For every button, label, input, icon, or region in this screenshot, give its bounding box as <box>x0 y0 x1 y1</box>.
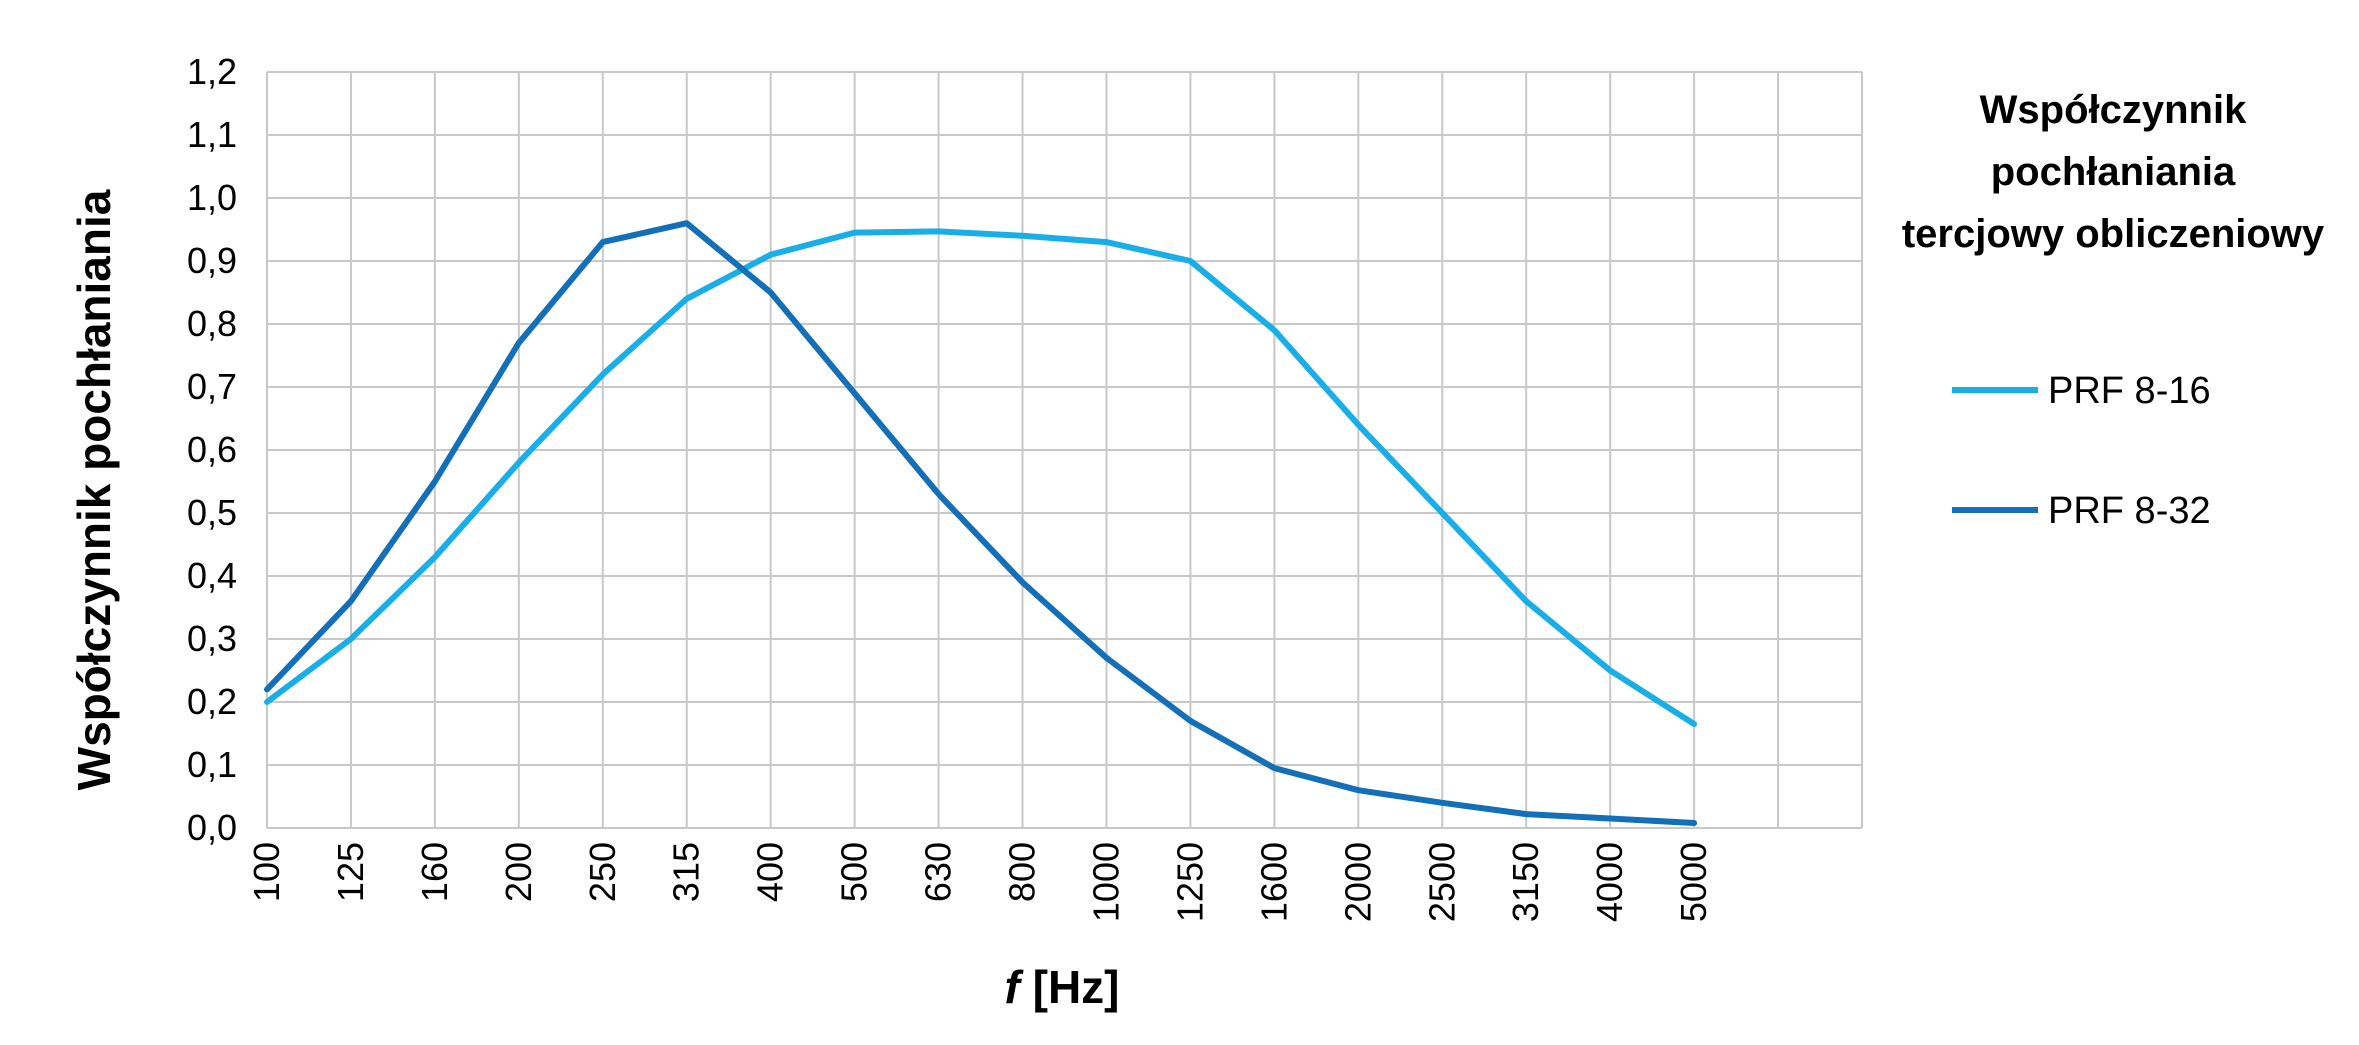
data-point <box>768 252 773 257</box>
data-point <box>1692 722 1697 727</box>
series-lines <box>264 220 1698 826</box>
x-tick-label: 500 <box>834 842 875 902</box>
data-point <box>1020 233 1025 238</box>
x-tick-label: 125 <box>330 842 371 902</box>
data-point <box>1440 511 1445 515</box>
data-point <box>1524 599 1529 604</box>
data-point <box>348 599 353 604</box>
data-point <box>852 230 857 235</box>
data-point <box>768 290 773 295</box>
y-tick-label: 1,2 <box>187 51 237 92</box>
series-line-2 <box>264 220 1698 826</box>
x-tick-label: 100 <box>246 842 287 902</box>
y-tick-label: 0,9 <box>187 240 237 281</box>
legend: Współczynnik pochłaniania tercjowy oblic… <box>1902 88 2325 532</box>
data-point <box>432 479 437 484</box>
data-point <box>684 221 689 226</box>
x-tick-label: 160 <box>414 842 455 902</box>
data-point <box>1608 668 1613 673</box>
legend-title-line-3: tercjowy obliczeniowy <box>1902 212 2325 256</box>
x-tick-label: 800 <box>1002 842 1043 902</box>
x-axis-label-unit: [Hz] <box>1020 961 1120 1013</box>
data-point <box>600 240 605 245</box>
data-point <box>432 555 437 560</box>
data-point <box>1608 816 1613 821</box>
data-point <box>1440 800 1445 805</box>
data-point <box>684 296 689 301</box>
y-tick-label: 0,3 <box>187 618 237 659</box>
data-point <box>1356 422 1361 427</box>
y-tick-label: 0,0 <box>187 807 237 848</box>
grid-lines <box>266 71 1863 829</box>
x-tick-label: 2500 <box>1421 842 1462 922</box>
data-point <box>936 492 941 497</box>
data-point <box>516 340 521 345</box>
x-tick-label: 1000 <box>1085 842 1126 922</box>
y-tick-label: 1,1 <box>187 114 237 155</box>
data-point <box>936 229 941 234</box>
x-tick-label: 200 <box>498 842 539 902</box>
y-tick-labels: 0,0 0,1 0,2 0,3 0,4 0,5 0,6 0,7 0,8 0,9 1,0 1,1 1,2 <box>187 51 237 848</box>
x-tick-label: 1250 <box>1169 842 1210 922</box>
y-tick-label: 1,0 <box>187 177 237 218</box>
x-tick-label: 3150 <box>1505 842 1546 922</box>
legend-title-line-1: Współczynnik <box>1980 88 2247 132</box>
data-point <box>1692 820 1697 825</box>
data-point <box>1272 766 1277 771</box>
x-tick-label: 250 <box>582 842 623 902</box>
y-tick-label: 0,2 <box>187 681 237 722</box>
y-tick-label: 0,4 <box>187 555 237 596</box>
x-tick-label: 4000 <box>1589 842 1630 922</box>
x-tick-label: 315 <box>666 842 707 902</box>
data-point <box>1104 655 1109 660</box>
data-point <box>1188 259 1193 263</box>
data-point <box>1272 328 1277 333</box>
x-tick-label: 630 <box>918 842 959 902</box>
data-point <box>852 391 857 396</box>
data-point <box>348 637 353 641</box>
data-point <box>516 460 521 465</box>
x-tick-label: 1600 <box>1253 842 1294 922</box>
legend-label-2: PRF 8-32 <box>2048 490 2211 532</box>
x-tick-labels: 100 125 160 200 250 315 400 500 630 800 1000 1250 16… <box>246 842 1714 922</box>
y-tick-label: 0,1 <box>187 744 237 785</box>
x-axis-label: f [Hz] <box>1005 961 1120 1013</box>
x-tick-label: 400 <box>750 842 791 902</box>
y-axis-label: Współczynnik pochłaniania <box>68 189 120 790</box>
x-tick-label: 5000 <box>1673 842 1714 922</box>
x-tick-label: 2000 <box>1337 842 1378 922</box>
series-line-1 <box>264 228 1698 727</box>
y-tick-label: 0,7 <box>187 366 237 407</box>
y-tick-label: 0,5 <box>187 492 237 533</box>
legend-title-line-2: pochłaniania <box>1991 150 2236 194</box>
data-point <box>1524 812 1529 817</box>
data-point <box>1020 580 1025 585</box>
data-point <box>600 372 605 377</box>
data-point <box>265 700 269 704</box>
legend-label-1: PRF 8-16 <box>2048 370 2211 412</box>
data-point <box>1356 788 1361 793</box>
y-tick-label: 0,8 <box>187 303 237 344</box>
data-point <box>1104 240 1109 245</box>
data-point <box>1188 718 1193 723</box>
data-point <box>265 687 269 692</box>
y-tick-label: 0,6 <box>187 429 237 470</box>
x-axis-label-symbol: f <box>1005 961 1025 1013</box>
